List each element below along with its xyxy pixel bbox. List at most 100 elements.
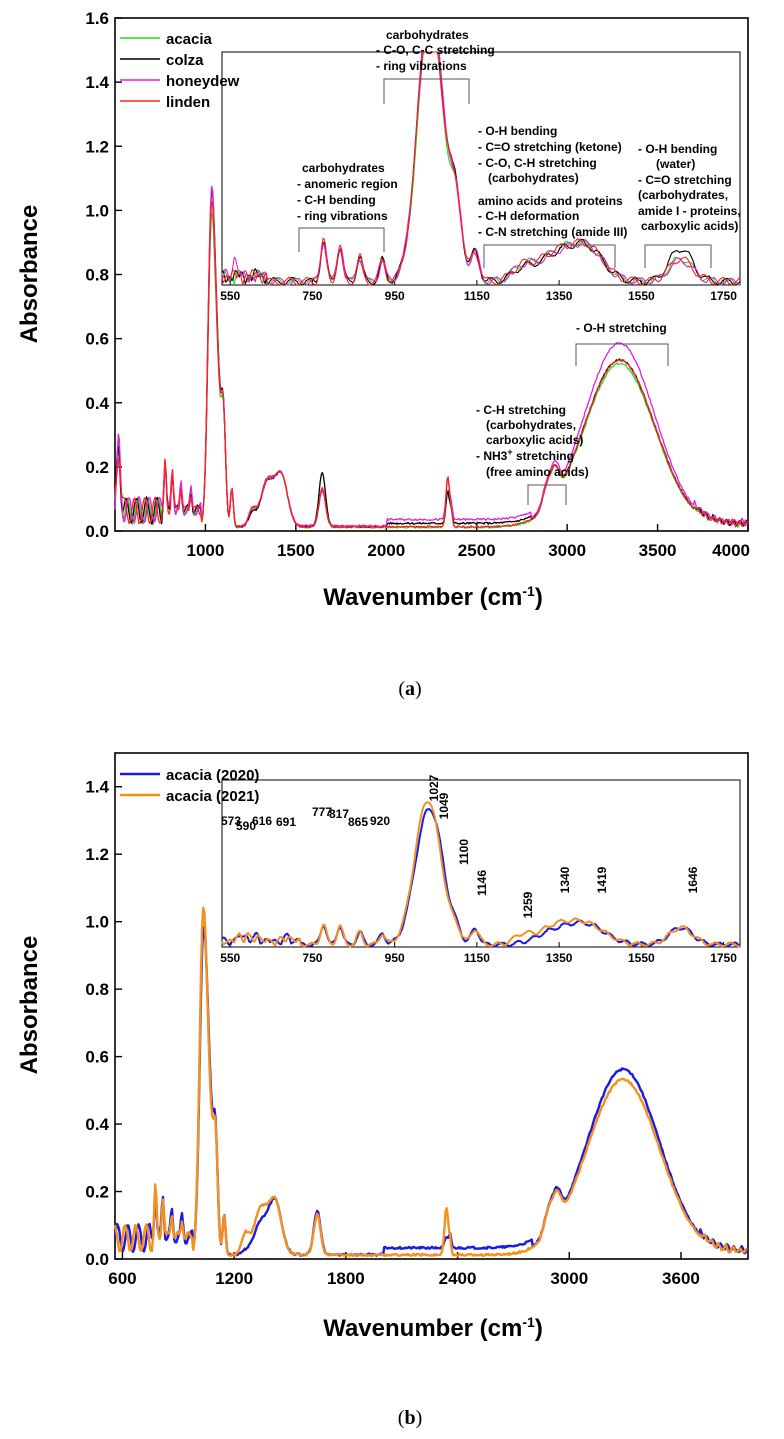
x-tick-label: 1000 bbox=[187, 541, 225, 560]
y-tick-label: 1.2 bbox=[85, 137, 109, 156]
annotation-line: (carbohydrates) bbox=[488, 171, 579, 185]
inset-x-tick-label: 550 bbox=[220, 951, 240, 965]
caption-b: (b) bbox=[398, 1407, 422, 1429]
caption-a-letter: a bbox=[405, 678, 415, 700]
x-tick-label: 1200 bbox=[215, 1269, 253, 1288]
y-tick-label: 1.6 bbox=[85, 9, 109, 28]
annotation-carb-ring: carbohydrates - anomeric region - C-H be… bbox=[297, 161, 398, 252]
annotation-oh-bend: - O-H bending - C=O stretching (ketone) … bbox=[478, 124, 622, 185]
x-axis-title-b: Wavenumber (cm-1) bbox=[323, 1314, 543, 1342]
annotation-line: - O-H bending bbox=[638, 142, 717, 156]
annotation-line: - anomeric region bbox=[297, 177, 398, 191]
caption-a: (a) bbox=[398, 678, 421, 700]
annotation-line: - ring vibrations bbox=[297, 209, 388, 223]
peak-label: 691 bbox=[276, 815, 296, 829]
y-tick-label: 1.0 bbox=[85, 913, 109, 932]
annotation-bracket bbox=[298, 227, 385, 252]
annotation-line: - C-H stretching bbox=[476, 403, 566, 417]
x-tick-label: 4000 bbox=[712, 541, 750, 560]
annotation-line: carbohydrates bbox=[302, 161, 385, 175]
y-tick-label: 0.4 bbox=[85, 1115, 109, 1134]
legend-label-acacia-2020: acacia (2020) bbox=[166, 767, 259, 784]
y-axis-b: 0.0 0.2 0.4 0.6 0.8 1.0 1.2 1.4 bbox=[85, 778, 122, 1269]
y-tick-label: 0.6 bbox=[85, 1048, 109, 1067]
annotation-line: (carbohydrates, bbox=[638, 188, 728, 202]
y-tick-label: 1.0 bbox=[85, 201, 109, 220]
peak-label: 865 bbox=[348, 815, 368, 829]
annotation-line: carboxylic acids) bbox=[641, 219, 738, 233]
y-tick-label: 0.6 bbox=[85, 330, 109, 349]
annotation-sup: + bbox=[507, 447, 512, 457]
annotation-bracket bbox=[527, 484, 567, 505]
annotation-nh3: - NH3 bbox=[476, 449, 508, 463]
y-axis-title-a: Absorbance bbox=[16, 205, 43, 344]
x-tick-label: 3000 bbox=[548, 541, 586, 560]
annotation-ch-stretch: - C-H stretching (carbohydrates, carboxy… bbox=[476, 403, 589, 505]
caption-b-letter: b bbox=[404, 1407, 415, 1429]
inset-x-tick-label: 1550 bbox=[628, 289, 655, 303]
inset-x-tick-label: 550 bbox=[220, 289, 240, 303]
y-axis-a: 0.0 0.2 0.4 0.6 0.8 1.0 1.2 1.4 1.6 bbox=[85, 9, 122, 541]
x-tick-label: 3500 bbox=[639, 541, 677, 560]
annotation-line: - NH3+ stretching bbox=[476, 447, 574, 463]
annotation-line: - ring vibrations bbox=[376, 59, 467, 73]
annotation-line: - C=O stretching (ketone) bbox=[478, 140, 622, 154]
series-acacia bbox=[114, 212, 748, 529]
series-lines-b bbox=[113, 906, 749, 1258]
y-tick-label: 0.2 bbox=[85, 458, 109, 477]
annotation-line: carbohydrates bbox=[386, 28, 469, 42]
x-axis-title-b-text: Wavenumber (cm bbox=[323, 1315, 522, 1342]
annotation-line: - C-O, C-C stretching bbox=[376, 43, 495, 57]
panel-a: 0.0 0.2 0.4 0.6 0.8 1.0 1.2 1.4 1.6 1000 1500 2000… bbox=[16, 9, 750, 700]
caption-b-close: ) bbox=[416, 1407, 423, 1429]
inset-x-tick-label: 1350 bbox=[546, 289, 573, 303]
annotation-water: - O-H bending (water) - C=O stretching (… bbox=[638, 142, 741, 268]
y-tick-label: 0.0 bbox=[85, 522, 109, 541]
legend-label-colza: colza bbox=[166, 52, 204, 69]
annotation-bracket bbox=[575, 343, 669, 366]
annotation-line: carboxylic acids) bbox=[486, 433, 583, 447]
y-tick-label: 0.8 bbox=[85, 266, 109, 285]
annotation-line: amide I - proteins, bbox=[638, 204, 741, 218]
peak-label: 1100 bbox=[457, 839, 471, 865]
inset-series-honeydew bbox=[221, 51, 741, 286]
annotation-bracket bbox=[483, 244, 616, 268]
inset-b: 550 750 950 1150 1350 1550 1750 bbox=[220, 779, 741, 965]
x-axis-title-b-sup: -1 bbox=[522, 1314, 535, 1330]
annotation-bracket bbox=[644, 244, 712, 268]
annotation-amino: amino acids and proteins - C-H deformati… bbox=[478, 194, 627, 268]
x-axis-title-a: Wavenumber (cm-1) bbox=[323, 583, 543, 611]
y-tick-label: 0.4 bbox=[85, 394, 109, 413]
annotation-line: (carbohydrates, bbox=[486, 418, 576, 432]
inset-x-tick-label: 750 bbox=[302, 289, 322, 303]
legend-label-linden: linden bbox=[166, 94, 210, 111]
inset-x-tick-label: 1750 bbox=[710, 289, 737, 303]
annotation-stretch: stretching bbox=[513, 449, 574, 463]
x-axis-b: 600 1200 1800 2400 3000 3600 bbox=[108, 1252, 700, 1288]
inset-x-tick-label: 950 bbox=[385, 289, 405, 303]
annotation-line: (water) bbox=[656, 157, 695, 171]
peak-label: 1259 bbox=[521, 891, 535, 918]
annotation-line: - C-H bending bbox=[297, 193, 376, 207]
annotation-line: - O-H stretching bbox=[576, 321, 667, 335]
annotation-line: - C-O, C-H stretching bbox=[478, 156, 597, 170]
y-tick-label: 1.4 bbox=[85, 778, 109, 797]
peak-label: 1146 bbox=[475, 870, 489, 896]
x-axis-title-a-close: ) bbox=[535, 584, 543, 611]
peak-label: 1049 bbox=[437, 792, 451, 819]
annotation-line: - C=O stretching bbox=[638, 173, 732, 187]
caption-b-open: ( bbox=[398, 1407, 405, 1429]
peak-label: 573 bbox=[221, 814, 241, 828]
inset-x-tick-label: 1150 bbox=[464, 289, 490, 303]
peak-label: 590 bbox=[236, 819, 256, 833]
peak-label: 1027 bbox=[427, 774, 441, 801]
annotation-line: - O-H bending bbox=[478, 124, 557, 138]
inset-frame-a bbox=[221, 51, 741, 286]
x-tick-label: 2000 bbox=[367, 541, 405, 560]
x-tick-label: 1500 bbox=[277, 541, 315, 560]
y-tick-label: 1.2 bbox=[85, 845, 109, 864]
y-tick-label: 1.4 bbox=[85, 73, 109, 92]
legend-label-acacia: acacia bbox=[166, 31, 213, 48]
